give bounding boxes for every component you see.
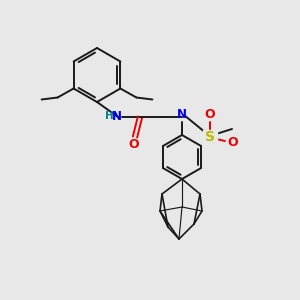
Bar xyxy=(203,130,217,144)
Text: O: O xyxy=(129,139,139,152)
Text: N: N xyxy=(112,110,122,124)
Text: O: O xyxy=(205,107,215,121)
Text: H: H xyxy=(105,111,113,121)
Text: O: O xyxy=(228,136,238,148)
Text: S: S xyxy=(205,130,215,144)
Text: N: N xyxy=(177,109,187,122)
